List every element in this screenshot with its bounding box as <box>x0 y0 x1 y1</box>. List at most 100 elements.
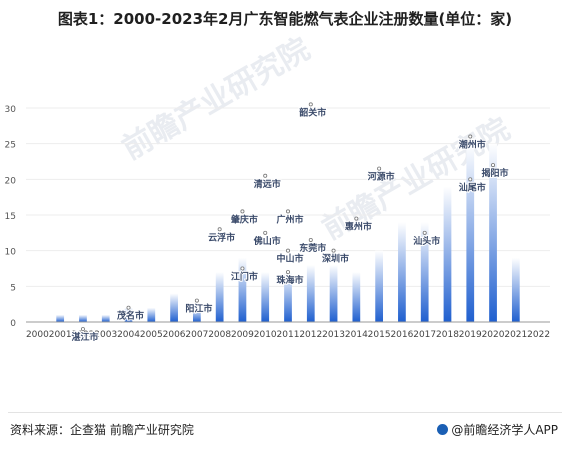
x-tick-label: 2018 <box>436 330 459 340</box>
bar-2014 <box>352 272 361 322</box>
x-tick-label: 2020 <box>482 330 505 340</box>
annotation-dot <box>240 209 245 214</box>
annotation-label: 佛山市 <box>253 235 281 247</box>
annotation-dot <box>468 177 473 182</box>
annotation-label: 韶关市 <box>299 106 326 118</box>
annotation-dot <box>491 163 496 168</box>
annotation-label: 揭阳市 <box>482 167 509 179</box>
annotation-dot <box>468 134 473 139</box>
bar-2010 <box>261 272 270 322</box>
annotation-label: 广州市 <box>276 213 303 225</box>
bar-2012 <box>306 264 315 322</box>
x-tick-label: 2008 <box>208 330 231 340</box>
x-tick-label: 2003 <box>94 330 117 340</box>
bar-2006 <box>170 293 178 322</box>
source-note: 资料来源：企查猫 前瞻产业研究院 <box>10 423 194 437</box>
x-tick-label: 2011 <box>277 330 300 340</box>
y-tick-label: 5 <box>10 283 16 293</box>
grid-lines <box>26 107 550 287</box>
bars <box>56 143 520 322</box>
annotation-label: 肇庆市 <box>231 213 258 225</box>
annotation-dot <box>308 102 313 107</box>
annotation-dot <box>285 270 290 275</box>
annotation-dot <box>285 209 290 214</box>
bar-2016 <box>398 222 406 322</box>
annotation-dot <box>354 216 359 221</box>
x-tick-label: 2022 <box>527 330 550 340</box>
annotation-label: 潮州市 <box>459 139 486 151</box>
annotation-label: 惠州市 <box>345 221 372 233</box>
brand-text: @前瞻经济学人APP <box>451 423 558 437</box>
bar-2017 <box>420 222 429 322</box>
annotation-dot <box>331 248 336 253</box>
annotation-label: 汕头市 <box>413 235 440 247</box>
annotation-dot <box>80 327 85 332</box>
x-tick-label: 2012 <box>299 330 322 340</box>
brand-credit: @前瞻经济学人APP <box>437 421 558 438</box>
watermark-text-left: 前瞻产业研究院 <box>117 32 316 167</box>
x-tick-label: 2000 <box>26 330 49 340</box>
annotation-label: 汕尾市 <box>459 181 486 193</box>
annotation-dot <box>240 266 245 271</box>
annotation-dot <box>377 166 382 171</box>
bar-2007 <box>192 307 201 322</box>
y-tick-label: 30 <box>5 105 17 115</box>
bar-2009 <box>238 257 247 322</box>
x-tick-label: 2015 <box>368 330 391 340</box>
x-tick-label: 2002 <box>72 330 95 340</box>
x-tick-label: 2010 <box>254 330 277 340</box>
bar-2011 <box>284 272 292 322</box>
annotation-label: 茂名市 <box>116 310 144 322</box>
x-tick-label: 2016 <box>390 330 413 340</box>
annotation-dot <box>263 230 268 235</box>
brand-logo-icon <box>437 424 449 435</box>
chart-title: 图表1：2000-2023年2月广东智能燃气表企业注册数量(单位：家) <box>57 10 513 28</box>
annotation-label: 河源市 <box>368 171 395 183</box>
x-tick-label: 2014 <box>345 330 368 340</box>
bar-2020 <box>489 143 497 322</box>
y-tick-label: 20 <box>5 176 17 186</box>
bar-2021 <box>511 257 520 322</box>
annotation-dot <box>217 227 222 232</box>
annotation-label: 中山市 <box>276 253 303 265</box>
annotation-dot <box>263 173 268 178</box>
bar-2018 <box>443 186 452 322</box>
footer-divider <box>8 412 562 413</box>
bar-2013 <box>329 264 338 322</box>
bar-2019 <box>466 143 475 322</box>
annotation-dot <box>126 305 131 310</box>
y-tick-label: 25 <box>5 141 16 151</box>
annotation-label: 清远市 <box>254 178 281 190</box>
y-tick-label: 10 <box>5 248 17 258</box>
bar-2015 <box>375 250 384 322</box>
annotation-label: 云浮市 <box>208 231 235 243</box>
x-tick-label: 2006 <box>163 330 186 340</box>
x-tick-label: 2013 <box>322 330 345 340</box>
x-tick-label: 2021 <box>504 330 527 340</box>
annotation-dot <box>308 237 313 242</box>
y-axis: 0 5 10 15 20 25 30 <box>5 105 17 329</box>
x-axis: 2000 2001 2002 2003 2004 2005 2006 2007 2008 2009… <box>26 321 550 340</box>
bar-2005 <box>147 307 156 322</box>
x-tick-label: 2004 <box>117 330 140 340</box>
x-tick-label: 2005 <box>140 330 163 340</box>
x-tick-label: 2001 <box>49 330 72 340</box>
annotation-label: 东莞市 <box>299 242 326 254</box>
annotation-label: 湛江市 <box>71 331 98 343</box>
bar-2002 <box>79 314 87 322</box>
bar-2001 <box>56 314 65 322</box>
bar-2008 <box>215 272 224 322</box>
x-tick-label: 2017 <box>413 330 436 340</box>
x-tick-label: 2007 <box>185 330 208 340</box>
annotation-label: 阳江市 <box>185 303 212 315</box>
annotation-label: 深圳市 <box>322 253 349 265</box>
annotation-label: 珠海市 <box>276 274 303 286</box>
bar-2004 <box>124 307 133 322</box>
annotation-dot <box>285 248 290 253</box>
y-tick-label: 0 <box>10 319 16 329</box>
y-tick-label: 15 <box>5 212 16 222</box>
x-tick-label: 2019 <box>459 330 482 340</box>
